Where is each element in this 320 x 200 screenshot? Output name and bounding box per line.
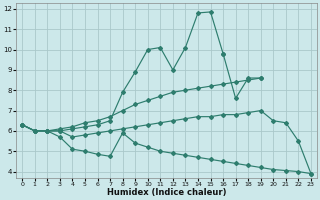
X-axis label: Humidex (Indice chaleur): Humidex (Indice chaleur) xyxy=(107,188,226,197)
